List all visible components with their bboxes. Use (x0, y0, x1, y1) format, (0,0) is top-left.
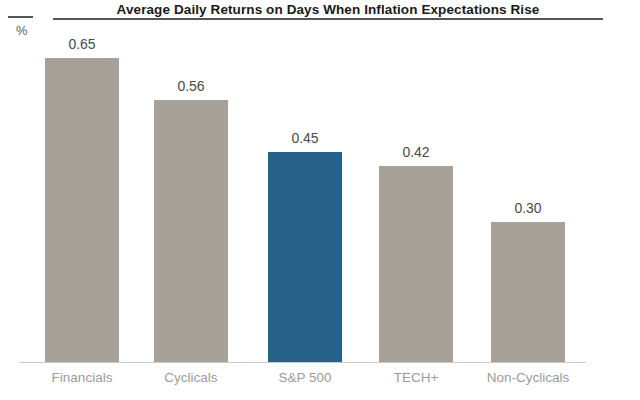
bar-value-label-s-p-500: 0.45 (245, 130, 365, 146)
bar-financials (45, 58, 119, 362)
bar-value-label-non-cyclicals: 0.30 (468, 200, 588, 216)
bar-cyclicals (154, 100, 228, 362)
chart-header: Average Daily Returns on Days When Infla… (53, 0, 603, 20)
y-axis-top-tick (8, 16, 33, 18)
bar-chart: Average Daily Returns on Days When Infla… (0, 0, 640, 400)
plot-area: 0.65 0.56 0.450.42 0.30 (19, 30, 586, 363)
bar-value-label-cyclicals: 0.56 (131, 78, 251, 94)
bar-value-label-tech: 0.42 (356, 144, 476, 160)
bar-non-cyclicals (491, 222, 565, 362)
bar-s-p-500 (268, 152, 342, 362)
bar-tech (379, 166, 453, 362)
bar-value-label-financials: 0.65 (22, 36, 142, 52)
chart-title: Average Daily Returns on Days When Infla… (117, 1, 540, 18)
category-label-non-cyclicals: Non-Cyclicals (458, 370, 598, 385)
